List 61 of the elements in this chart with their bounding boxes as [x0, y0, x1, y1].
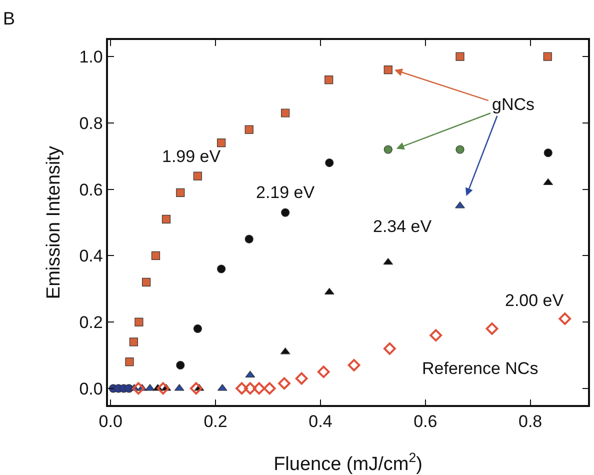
point — [162, 214, 171, 224]
x-axis-title: Fluence (mJ/cm$^{2}$) — [274, 450, 422, 475]
series-label: 2.19 eV — [256, 183, 316, 202]
point — [456, 145, 464, 154]
point — [193, 324, 202, 333]
point — [384, 145, 392, 154]
point — [348, 358, 360, 372]
y-tick-label: 0.8 — [79, 114, 103, 133]
y-tick-label: 0.2 — [79, 313, 103, 332]
y-tick-label: 0.6 — [79, 180, 103, 200]
point — [176, 188, 185, 197]
series-label: 1.99 eV — [162, 147, 222, 166]
point — [190, 382, 202, 395]
annotation: Reference NCs — [422, 359, 538, 378]
point — [134, 318, 144, 326]
series-label: 2.34 eV — [373, 217, 432, 236]
point — [325, 158, 334, 168]
x-tick-label: 0.6 — [414, 412, 438, 432]
point — [217, 138, 226, 148]
point — [543, 52, 552, 61]
point — [151, 251, 160, 260]
series-label: 2.00 eV — [505, 291, 564, 310]
point — [125, 358, 134, 366]
point — [145, 384, 155, 391]
point — [176, 360, 185, 370]
point — [486, 322, 498, 335]
point — [544, 148, 552, 158]
point — [317, 366, 330, 378]
point — [263, 382, 276, 395]
annotation: gNCs — [492, 95, 535, 114]
point — [132, 382, 145, 395]
point — [281, 208, 290, 217]
point — [244, 382, 256, 395]
point — [456, 52, 464, 61]
y-axis-title: Emission Intensity — [44, 145, 64, 300]
point — [384, 342, 396, 355]
point — [236, 382, 248, 395]
point — [384, 66, 392, 74]
x-tick-label: 0.4 — [308, 412, 332, 432]
point — [129, 338, 138, 346]
point — [156, 382, 170, 395]
x-tick-label: 0.8 — [518, 412, 542, 432]
point — [278, 377, 290, 390]
y-tick-label: 0.0 — [79, 379, 103, 398]
point — [244, 234, 254, 244]
x-tick-label: 0.0 — [98, 412, 122, 432]
point — [324, 76, 334, 84]
point — [244, 125, 254, 134]
point — [252, 382, 266, 395]
point — [558, 312, 572, 325]
point — [430, 329, 442, 342]
point — [142, 278, 151, 287]
y-tick-label: 0.4 — [79, 246, 103, 266]
y-tick-label: 1.0 — [79, 48, 103, 67]
chart-title: B — [2, 8, 15, 28]
point — [455, 202, 465, 208]
point — [193, 172, 202, 180]
point — [281, 108, 290, 118]
point — [295, 372, 308, 385]
x-tick-label: 0.2 — [204, 412, 228, 432]
point — [217, 264, 226, 274]
